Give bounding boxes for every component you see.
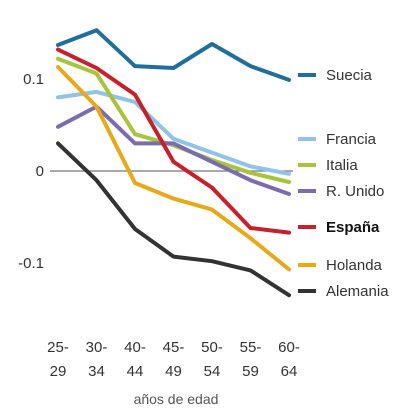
x-tick-label: 59 (242, 363, 259, 380)
y-axis-ticks: 0.1 0 -0.1 (18, 71, 44, 272)
x-tick-label: 64 (281, 363, 298, 380)
x-tick-label: 54 (204, 363, 221, 380)
series-line-r-unido (56, 104, 291, 196)
x-tick-label: 40- (124, 339, 146, 356)
legend-label: Italia (326, 157, 358, 174)
y-tick-label: -0.1 (18, 255, 44, 272)
y-tick-label: 0 (36, 163, 44, 180)
x-tick-label: 30- (86, 339, 108, 356)
legend: Suecia Francia Italia R. Unido España Holanda… (298, 67, 389, 300)
legend-label: Alemania (326, 283, 389, 300)
series-line-suecia (56, 28, 291, 82)
legend-label: Suecia (326, 67, 373, 84)
x-tick-label: 34 (88, 363, 105, 380)
series-lines (56, 28, 291, 298)
x-tick-label: 55- (240, 339, 262, 356)
legend-label: Francia (326, 131, 377, 148)
y-tick-label: 0.1 (23, 71, 44, 88)
series-line-holanda (56, 65, 291, 272)
x-tick-label: 49 (165, 363, 182, 380)
legend-label: España (326, 219, 380, 236)
x-tick-label: 50- (201, 339, 223, 356)
x-axis-label: años de edad (134, 391, 219, 407)
series-line-francia (56, 89, 291, 176)
x-tick-label: 45- (163, 339, 185, 356)
legend-label: Holanda (326, 257, 383, 274)
series-line-españa (56, 47, 291, 235)
legend-label: R. Unido (326, 183, 384, 200)
x-axis-ticks: 25- 29 30- 34 40- 44 45- 49 50- 54 55- 59 60- 64 (47, 339, 300, 380)
x-tick-label: 29 (50, 363, 67, 380)
x-tick-label: 25- (47, 339, 69, 356)
series-line-alemania (56, 141, 291, 298)
x-tick-label: 44 (127, 363, 144, 380)
x-tick-label: 60- (278, 339, 300, 356)
